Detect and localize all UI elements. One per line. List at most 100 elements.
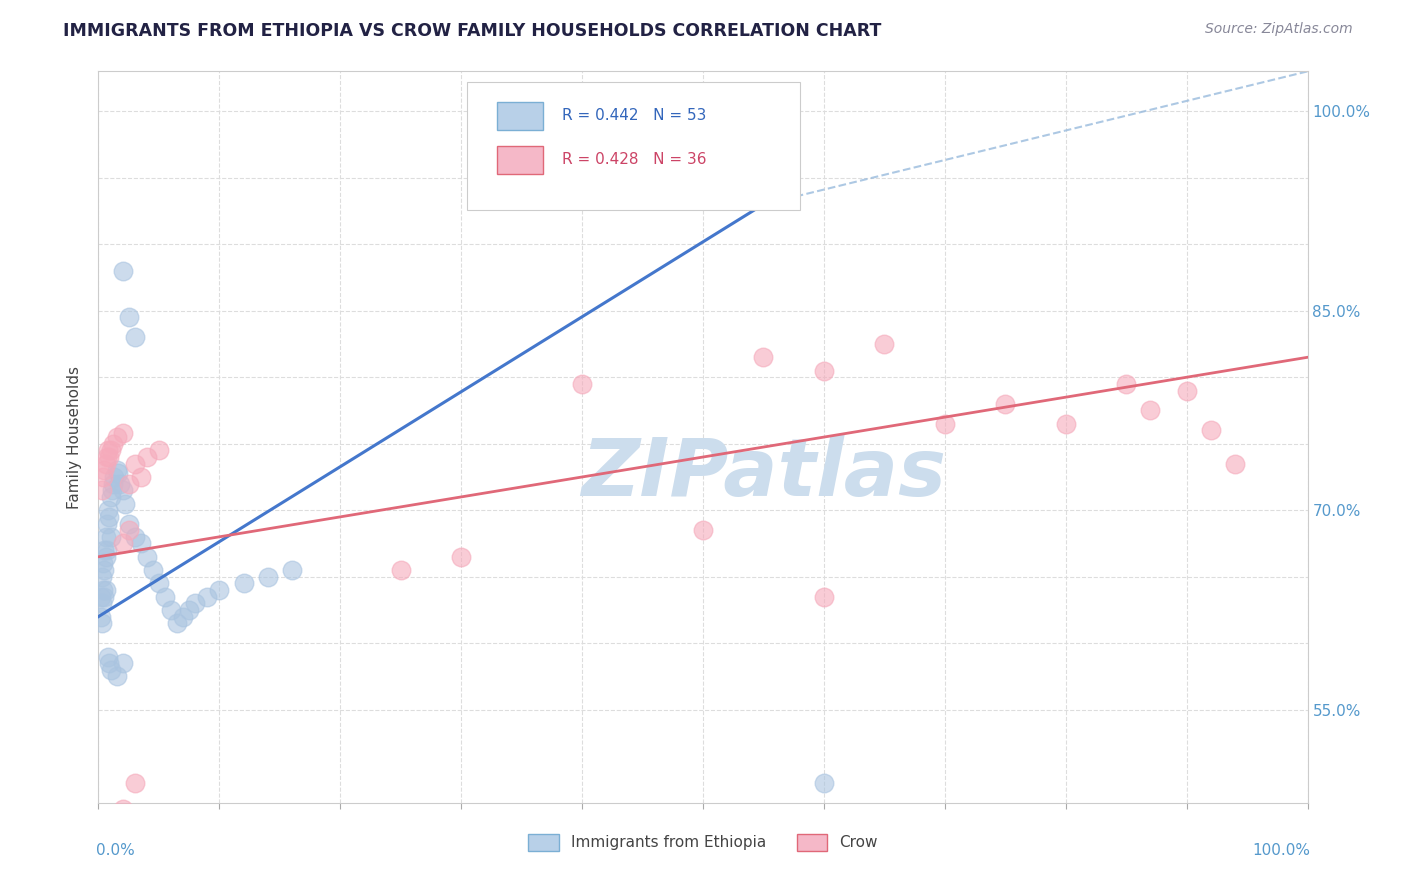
Point bbox=[98, 509, 121, 524]
Point bbox=[107, 466, 129, 480]
Point bbox=[90, 590, 112, 604]
Point bbox=[100, 443, 122, 458]
Point bbox=[97, 443, 120, 458]
Point bbox=[166, 616, 188, 631]
Point bbox=[94, 530, 117, 544]
Point bbox=[148, 576, 170, 591]
Point bbox=[105, 430, 128, 444]
Point bbox=[1199, 424, 1222, 438]
Point bbox=[232, 576, 254, 591]
Point bbox=[1054, 417, 1077, 431]
Point bbox=[105, 463, 128, 477]
Point bbox=[142, 563, 165, 577]
Point bbox=[813, 776, 835, 790]
Point bbox=[135, 450, 157, 464]
Point bbox=[934, 417, 956, 431]
Point bbox=[96, 450, 118, 464]
Point bbox=[103, 470, 125, 484]
Point bbox=[91, 616, 114, 631]
Point bbox=[752, 351, 775, 365]
Point bbox=[111, 656, 134, 670]
Point bbox=[184, 596, 207, 610]
Point bbox=[450, 549, 472, 564]
Point bbox=[108, 476, 131, 491]
Point bbox=[100, 490, 122, 504]
Point bbox=[1115, 376, 1137, 391]
Point bbox=[692, 523, 714, 537]
Point bbox=[124, 530, 146, 544]
Point bbox=[129, 470, 152, 484]
Point bbox=[148, 443, 170, 458]
Point bbox=[118, 516, 141, 531]
Point bbox=[97, 649, 120, 664]
Point bbox=[813, 363, 835, 377]
Point bbox=[389, 563, 412, 577]
Point bbox=[91, 570, 114, 584]
Point bbox=[91, 557, 114, 571]
Point bbox=[1175, 384, 1198, 398]
Point bbox=[98, 656, 121, 670]
Point bbox=[124, 330, 146, 344]
Point bbox=[94, 582, 117, 597]
Point bbox=[98, 450, 121, 464]
Point bbox=[101, 436, 124, 450]
Point bbox=[160, 603, 183, 617]
Point bbox=[135, 549, 157, 564]
Point bbox=[208, 582, 231, 597]
Point bbox=[118, 310, 141, 325]
Point bbox=[114, 497, 136, 511]
Point bbox=[91, 596, 114, 610]
Point bbox=[96, 543, 118, 558]
Point bbox=[93, 563, 115, 577]
Point bbox=[129, 536, 152, 550]
Point bbox=[105, 669, 128, 683]
Text: R = 0.442   N = 53: R = 0.442 N = 53 bbox=[561, 109, 706, 123]
Point bbox=[97, 503, 120, 517]
Point bbox=[93, 590, 115, 604]
Point bbox=[93, 543, 115, 558]
Point bbox=[813, 590, 835, 604]
Point bbox=[1139, 403, 1161, 417]
Text: Source: ZipAtlas.com: Source: ZipAtlas.com bbox=[1205, 22, 1353, 37]
FancyBboxPatch shape bbox=[467, 82, 800, 211]
Point bbox=[153, 590, 176, 604]
Text: IMMIGRANTS FROM ETHIOPIA VS CROW FAMILY HOUSEHOLDS CORRELATION CHART: IMMIGRANTS FROM ETHIOPIA VS CROW FAMILY … bbox=[63, 22, 882, 40]
Point bbox=[281, 563, 304, 577]
Text: R = 0.428   N = 36: R = 0.428 N = 36 bbox=[561, 153, 706, 168]
Text: 0.0%: 0.0% bbox=[96, 843, 135, 858]
Bar bbox=[498, 146, 543, 174]
Point bbox=[571, 376, 593, 391]
Point bbox=[124, 457, 146, 471]
Point bbox=[90, 609, 112, 624]
Point bbox=[94, 457, 117, 471]
Point bbox=[172, 609, 194, 624]
Point bbox=[96, 516, 118, 531]
Point bbox=[111, 483, 134, 498]
Point bbox=[124, 776, 146, 790]
Point bbox=[94, 549, 117, 564]
Point bbox=[91, 470, 114, 484]
Point bbox=[111, 264, 134, 278]
Point bbox=[101, 476, 124, 491]
Point bbox=[100, 483, 122, 498]
Y-axis label: Family Households: Family Households bbox=[67, 366, 83, 508]
Point bbox=[93, 463, 115, 477]
Point bbox=[111, 426, 134, 441]
Point bbox=[1223, 457, 1246, 471]
Point bbox=[100, 663, 122, 677]
Point bbox=[91, 483, 114, 498]
Point bbox=[873, 337, 896, 351]
Point bbox=[195, 590, 218, 604]
Point bbox=[118, 476, 141, 491]
Bar bbox=[498, 102, 543, 130]
Point bbox=[994, 397, 1017, 411]
Text: 100.0%: 100.0% bbox=[1251, 843, 1310, 858]
Point bbox=[111, 536, 134, 550]
Point bbox=[111, 802, 134, 816]
Point bbox=[256, 570, 278, 584]
Point bbox=[91, 582, 114, 597]
Point bbox=[118, 523, 141, 537]
Legend: Immigrants from Ethiopia, Crow: Immigrants from Ethiopia, Crow bbox=[522, 828, 884, 857]
Point bbox=[179, 603, 201, 617]
Text: ZIPatlas: ZIPatlas bbox=[581, 434, 946, 513]
